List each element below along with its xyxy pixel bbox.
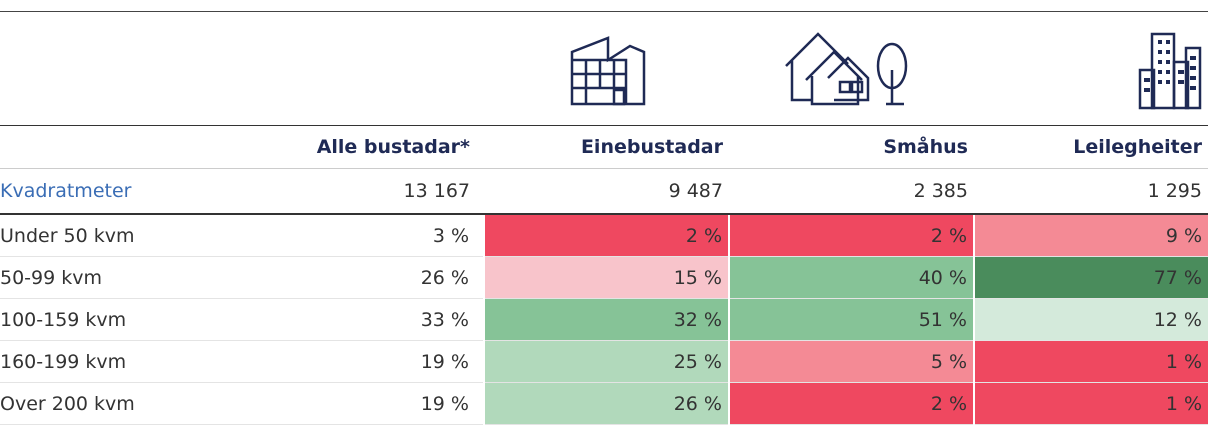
header-cell: Einebustadar — [484, 125, 729, 169]
cell: 12 % — [973, 298, 1208, 341]
cell: 3 % — [300, 214, 484, 257]
header-cell: Alle bustadar* — [300, 125, 484, 169]
row-label: Kvadratmeter — [0, 168, 300, 215]
cell: 15 % — [483, 256, 729, 299]
cell: 5 % — [728, 340, 974, 383]
header-cell — [0, 125, 300, 169]
cell: 32 % — [483, 298, 729, 341]
data-row: 160-199 kvm 19 % 25 % 5 % 1 % — [0, 340, 1208, 383]
smallhouse-icon — [785, 32, 908, 106]
total-row: Kvadratmeter 13 167 9 487 2 385 1 295 — [0, 168, 1208, 215]
cell: 51 % — [728, 298, 974, 341]
cell: 2 % — [728, 214, 974, 257]
cell: 2 % — [728, 382, 974, 425]
cell: 9 487 — [484, 168, 729, 215]
cell: 1 295 — [974, 168, 1208, 215]
cell: 13 167 — [300, 168, 484, 215]
row-label: 50-99 kvm — [0, 256, 300, 299]
cell: 77 % — [973, 256, 1208, 299]
cell: 26 % — [483, 382, 729, 425]
row-label: Under 50 kvm — [0, 214, 300, 257]
cell: 26 % — [300, 256, 484, 299]
header-cell: Småhus — [729, 125, 974, 169]
cell: 33 % — [300, 298, 484, 341]
data-row: Over 200 kvm 19 % 26 % 2 % 1 % — [0, 382, 1208, 425]
data-row: 100-159 kvm 33 % 32 % 51 % 12 % — [0, 298, 1208, 341]
row-label: 160-199 kvm — [0, 340, 300, 383]
header-cell: Leilegheiter — [974, 125, 1208, 169]
cell: 2 % — [483, 214, 729, 257]
header-row: Alle bustadar* Einebustadar Småhus Leileghe… — [0, 125, 1208, 169]
cell: 25 % — [483, 340, 729, 383]
cell: 40 % — [728, 256, 974, 299]
top-rule — [0, 11, 1208, 12]
cell: 9 % — [973, 214, 1208, 257]
cell: 19 % — [300, 382, 484, 425]
data-row: 50-99 kvm 26 % 15 % 40 % 77 % — [0, 256, 1208, 299]
cell: 1 % — [973, 382, 1208, 425]
cell: 19 % — [300, 340, 484, 383]
data-row: Under 50 kvm 3 % 2 % 2 % 9 % — [0, 214, 1208, 257]
row-label: Over 200 kvm — [0, 382, 300, 425]
row-label: 100-159 kvm — [0, 298, 300, 341]
cell: 1 % — [973, 340, 1208, 383]
table-body: Alle bustadar* Einebustadar Småhus Leileghe… — [0, 125, 1208, 425]
apartment-icon — [1138, 32, 1202, 110]
cell: 2 385 — [729, 168, 974, 215]
data-table: Alle bustadar* Einebustadar Småhus Leileghe… — [0, 125, 1208, 425]
house-icon — [570, 36, 646, 106]
